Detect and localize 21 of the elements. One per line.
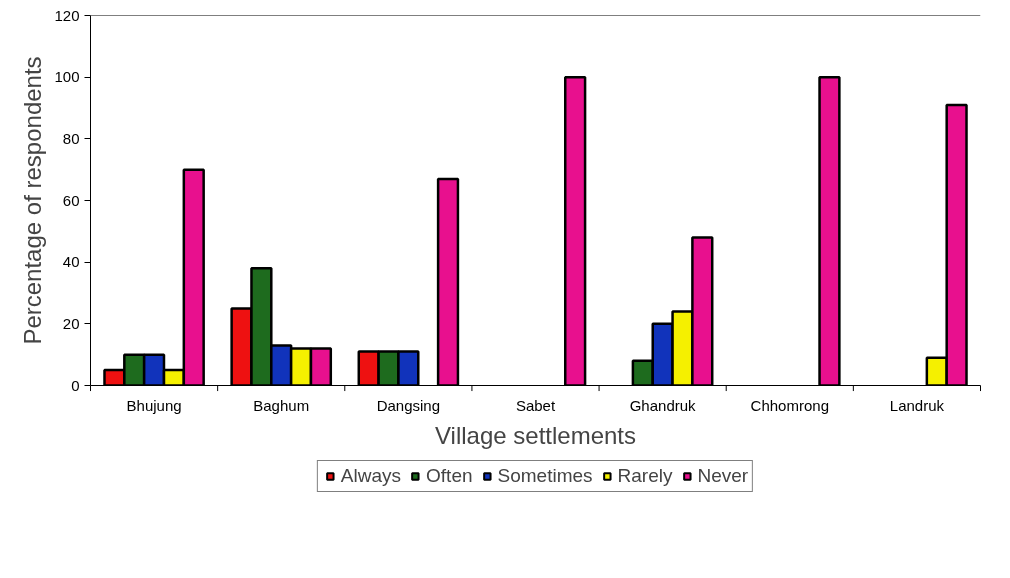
x-tick-label: Dangsing <box>376 396 441 414</box>
legend-label: Always <box>340 465 402 487</box>
y-tick-label: 20 <box>62 314 80 332</box>
y-tick-label: 120 <box>54 6 80 24</box>
x-tick-label: Bhujung <box>126 396 182 414</box>
x-tick-label: Chhomrong <box>750 396 829 414</box>
y-tick-label: 60 <box>62 191 80 209</box>
y-axis-title: Percentage of respondents <box>19 56 47 345</box>
x-tick-label: Sabet <box>515 396 556 414</box>
x-tick-label: Ghandruk <box>629 396 697 414</box>
y-tick-label: 0 <box>71 376 80 394</box>
legend-label: Sometimes <box>497 465 593 487</box>
y-tick-label: 80 <box>62 129 80 147</box>
x-tick-label: Landruk <box>889 396 945 414</box>
x-axis-title: Village settlements <box>435 421 636 449</box>
legend-label: Rarely <box>617 465 673 487</box>
y-tick-label: 40 <box>62 253 80 271</box>
legend-label: Never <box>697 465 749 487</box>
legend-label: Often <box>426 465 473 487</box>
y-tick-label: 100 <box>54 68 80 86</box>
x-tick-label: Baghum <box>253 396 310 414</box>
